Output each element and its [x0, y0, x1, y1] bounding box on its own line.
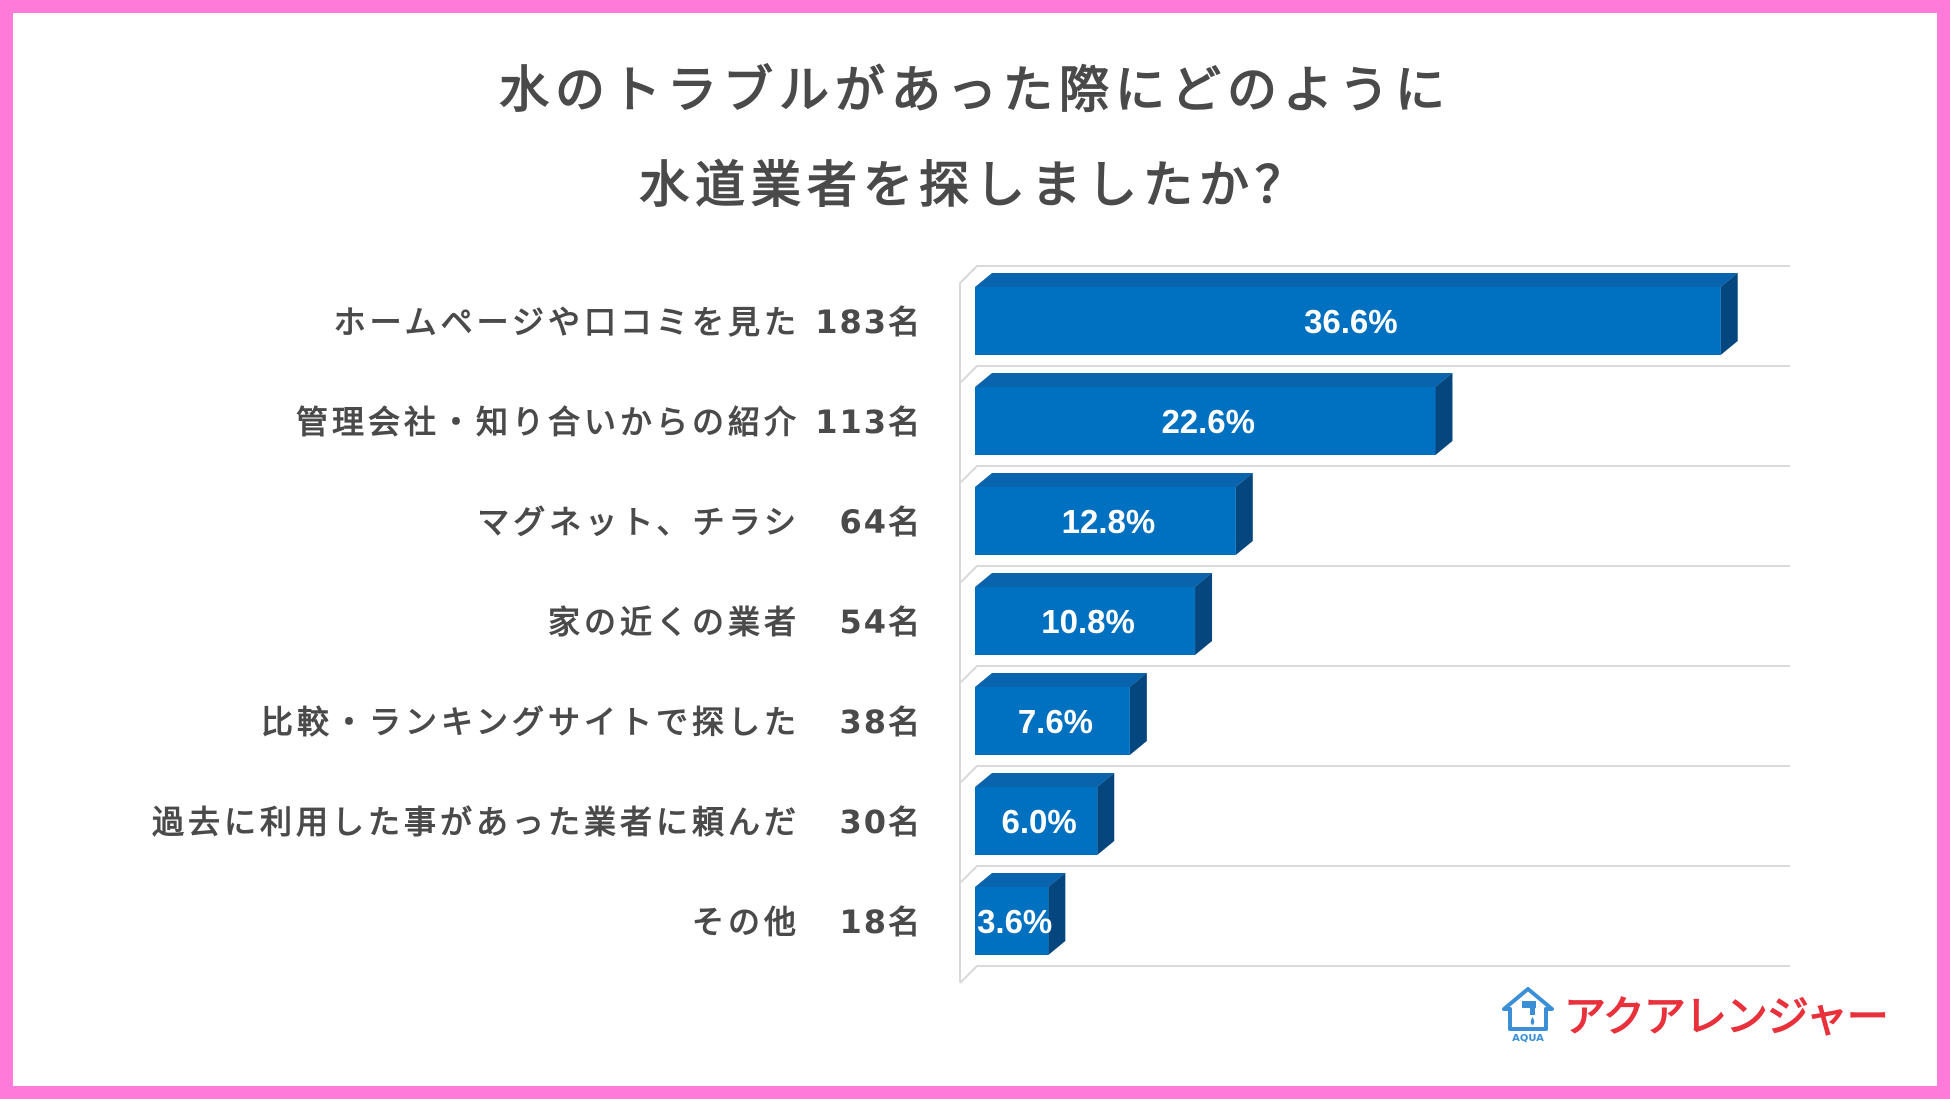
bar	[975, 387, 1436, 455]
bar	[975, 587, 1196, 655]
bar	[975, 487, 1236, 555]
gridline	[959, 765, 1790, 784]
bar-value-label: 3.6%	[977, 903, 1052, 940]
category-label: 過去に利用した事があった業者に頼んだ	[152, 803, 800, 841]
category-label: 比較・ランキングサイトで探した	[261, 703, 800, 741]
count-label: 54名	[839, 603, 922, 641]
bar	[975, 287, 1721, 355]
bar-top-face	[975, 373, 1453, 387]
count-label: 38名	[839, 703, 922, 741]
bar-side-face	[1720, 273, 1738, 355]
bar	[975, 787, 1098, 855]
chart-title-line-2: 水道業者を探しましたか？	[639, 156, 1311, 214]
category-label: 家の近くの業者	[548, 603, 800, 641]
chart-bars	[975, 273, 1738, 955]
bar-top-face	[975, 473, 1253, 487]
logo-sub-text: AQUA	[1512, 1033, 1544, 1043]
gridline	[959, 965, 1790, 984]
count-label: 30名	[839, 803, 922, 841]
count-label: 64名	[839, 503, 922, 541]
bar-value-label: 10.8%	[1041, 603, 1135, 640]
company-logo: AQUA アクアレンジャー	[1500, 983, 1889, 1043]
category-label: マグネット、チラシ	[477, 503, 800, 541]
logo-text: アクアレンジャー	[1564, 991, 1889, 1041]
bar	[975, 887, 1049, 955]
bar-side-face	[1048, 873, 1066, 955]
bar-side-face	[1435, 373, 1453, 455]
gridline	[959, 865, 1790, 884]
count-label: 113名	[815, 403, 922, 441]
bar-side-face	[1235, 473, 1253, 555]
bar-value-label: 36.6%	[1304, 303, 1398, 340]
bar-value-label: 6.0%	[1002, 803, 1077, 840]
gridline	[959, 265, 1790, 284]
bar	[975, 687, 1130, 755]
house-faucet-icon: AQUA	[1502, 987, 1554, 1043]
category-label: ホームページや口コミを見た	[334, 303, 800, 341]
gridline	[959, 365, 1790, 384]
bar-value-label: 22.6%	[1161, 403, 1255, 440]
bar-side-face	[1195, 573, 1213, 655]
bar-top-face	[975, 573, 1213, 587]
category-label: 管理会社・知り合いからの紹介	[296, 403, 800, 441]
gridline	[959, 465, 1790, 484]
chart-grid	[959, 265, 1790, 984]
gridline	[959, 665, 1790, 684]
bar-top-face	[975, 273, 1738, 287]
bar-side-face	[1097, 773, 1115, 855]
category-label: その他	[692, 903, 800, 941]
bar-side-face	[1129, 673, 1147, 755]
bar-top-face	[975, 673, 1147, 687]
bar-value-label: 7.6%	[1018, 703, 1093, 740]
gridline	[959, 565, 1790, 584]
bar-top-face	[975, 873, 1066, 887]
chart-title-line-1: 水のトラブルがあった際にどのように	[499, 61, 1451, 119]
count-label: 18名	[839, 903, 922, 941]
count-label: 183名	[815, 303, 922, 341]
bar-top-face	[975, 773, 1115, 787]
bar-value-label: 12.8%	[1062, 503, 1156, 540]
